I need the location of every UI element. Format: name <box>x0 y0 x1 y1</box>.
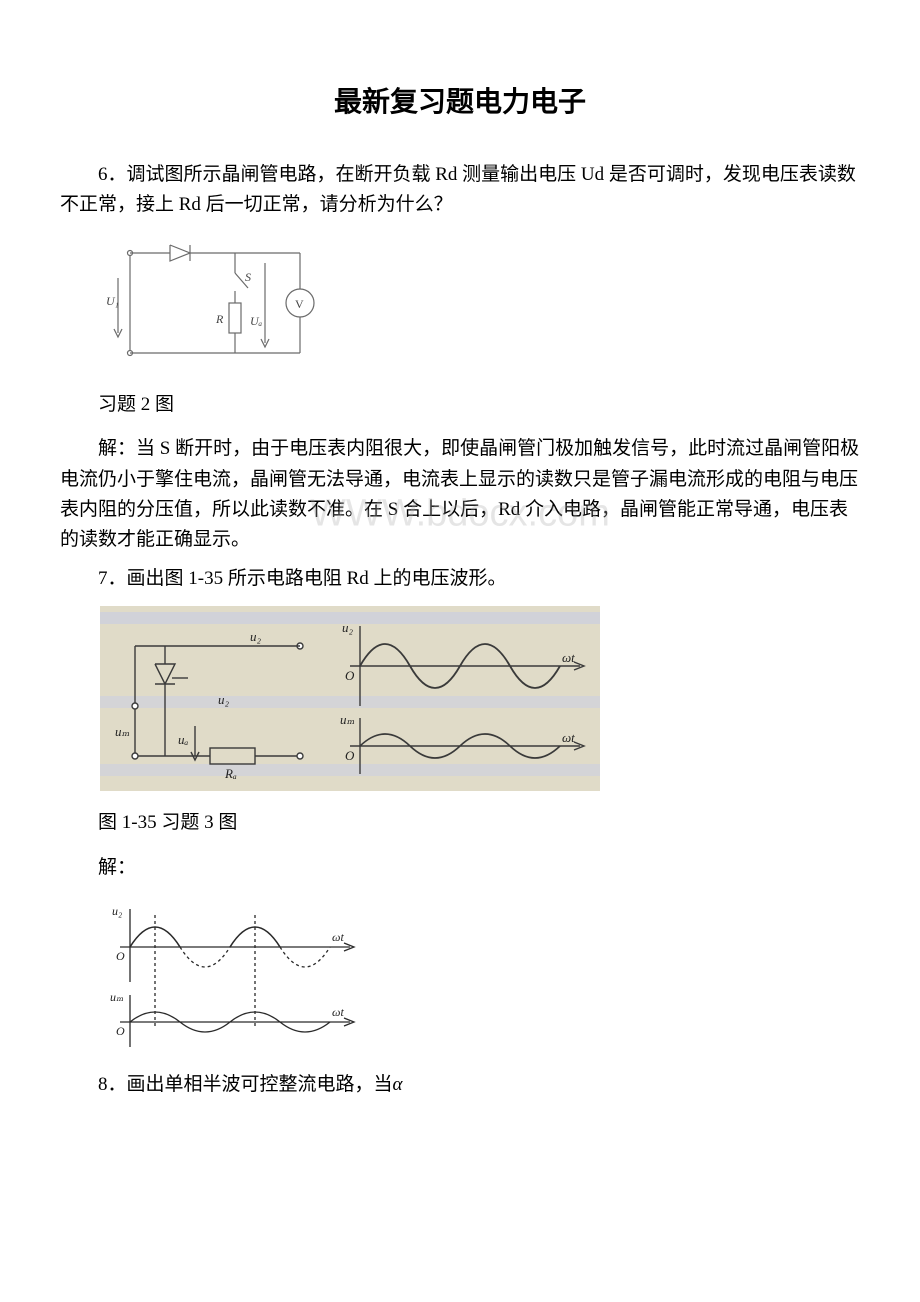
q7-circ-u2: u₂ <box>218 692 230 707</box>
q8-alpha: α <box>393 1074 403 1095</box>
q7-figure: u₂ u₂ uₘ uₐ Rₐ u₂ O ωt uₘ O ωt <box>100 606 860 796</box>
q7-answer-label: 解： <box>60 853 860 883</box>
q7a-x1: ωt <box>332 930 344 944</box>
q7a-x2: ωt <box>332 1005 344 1019</box>
q7-wave-O2: O <box>345 748 355 763</box>
q6-label-u1: U₁ <box>106 294 119 308</box>
q6-label-r: R <box>215 312 224 326</box>
q6-text: 6．调试图所示晶闸管电路，在断开负载 Rd 测量输出电压 Ud 是否可调时，发现… <box>60 160 860 221</box>
page-title: 最新复习题电力电子 <box>60 80 860 120</box>
q7-answer-wave: u₂ O ωt uₘ O ωt <box>100 897 860 1062</box>
q7-circ-ud: uₐ <box>178 732 189 747</box>
q8-prefix: 8．画出单相半波可控整流电路，当 <box>98 1074 393 1095</box>
q7-wave-O1: O <box>345 668 355 683</box>
q7a-ug: uₘ <box>110 990 124 1004</box>
q8-text: 8．画出单相半波可控整流电路，当α <box>60 1070 860 1100</box>
q7a-O1: O <box>116 949 125 963</box>
q7-wave-ug: uₘ <box>340 712 355 727</box>
q6-answer: 解：当 S 断开时，由于电压表内阻很大，即使晶闸管门极加触发信号，此时流过晶闸管… <box>60 434 860 556</box>
q7-circ-rd: Rₐ <box>224 766 237 781</box>
q7a-u2: u₂ <box>112 904 122 918</box>
q7-text: 7．画出图 1-35 所示电路电阻 Rd 上的电压波形。 <box>60 564 860 594</box>
q7-circ-u2top: u₂ <box>250 629 262 644</box>
q7-circ-ug: uₘ <box>115 724 130 739</box>
q7-caption: 图 1-35 习题 3 图 <box>60 808 860 838</box>
q6-circuit: U₁ S R Uₐ V <box>100 233 860 378</box>
q6-label-s: S <box>245 270 251 284</box>
q6-label-ud: Uₐ <box>250 314 263 328</box>
q7a-O2: O <box>116 1024 125 1038</box>
q7-wave-x1: ωt <box>562 650 575 665</box>
q7-wave-u2: u₂ <box>342 620 354 635</box>
q6-caption: 习题 2 图 <box>60 390 860 420</box>
q7-wave-x2: ωt <box>562 730 575 745</box>
q6-label-v: V <box>295 297 304 311</box>
